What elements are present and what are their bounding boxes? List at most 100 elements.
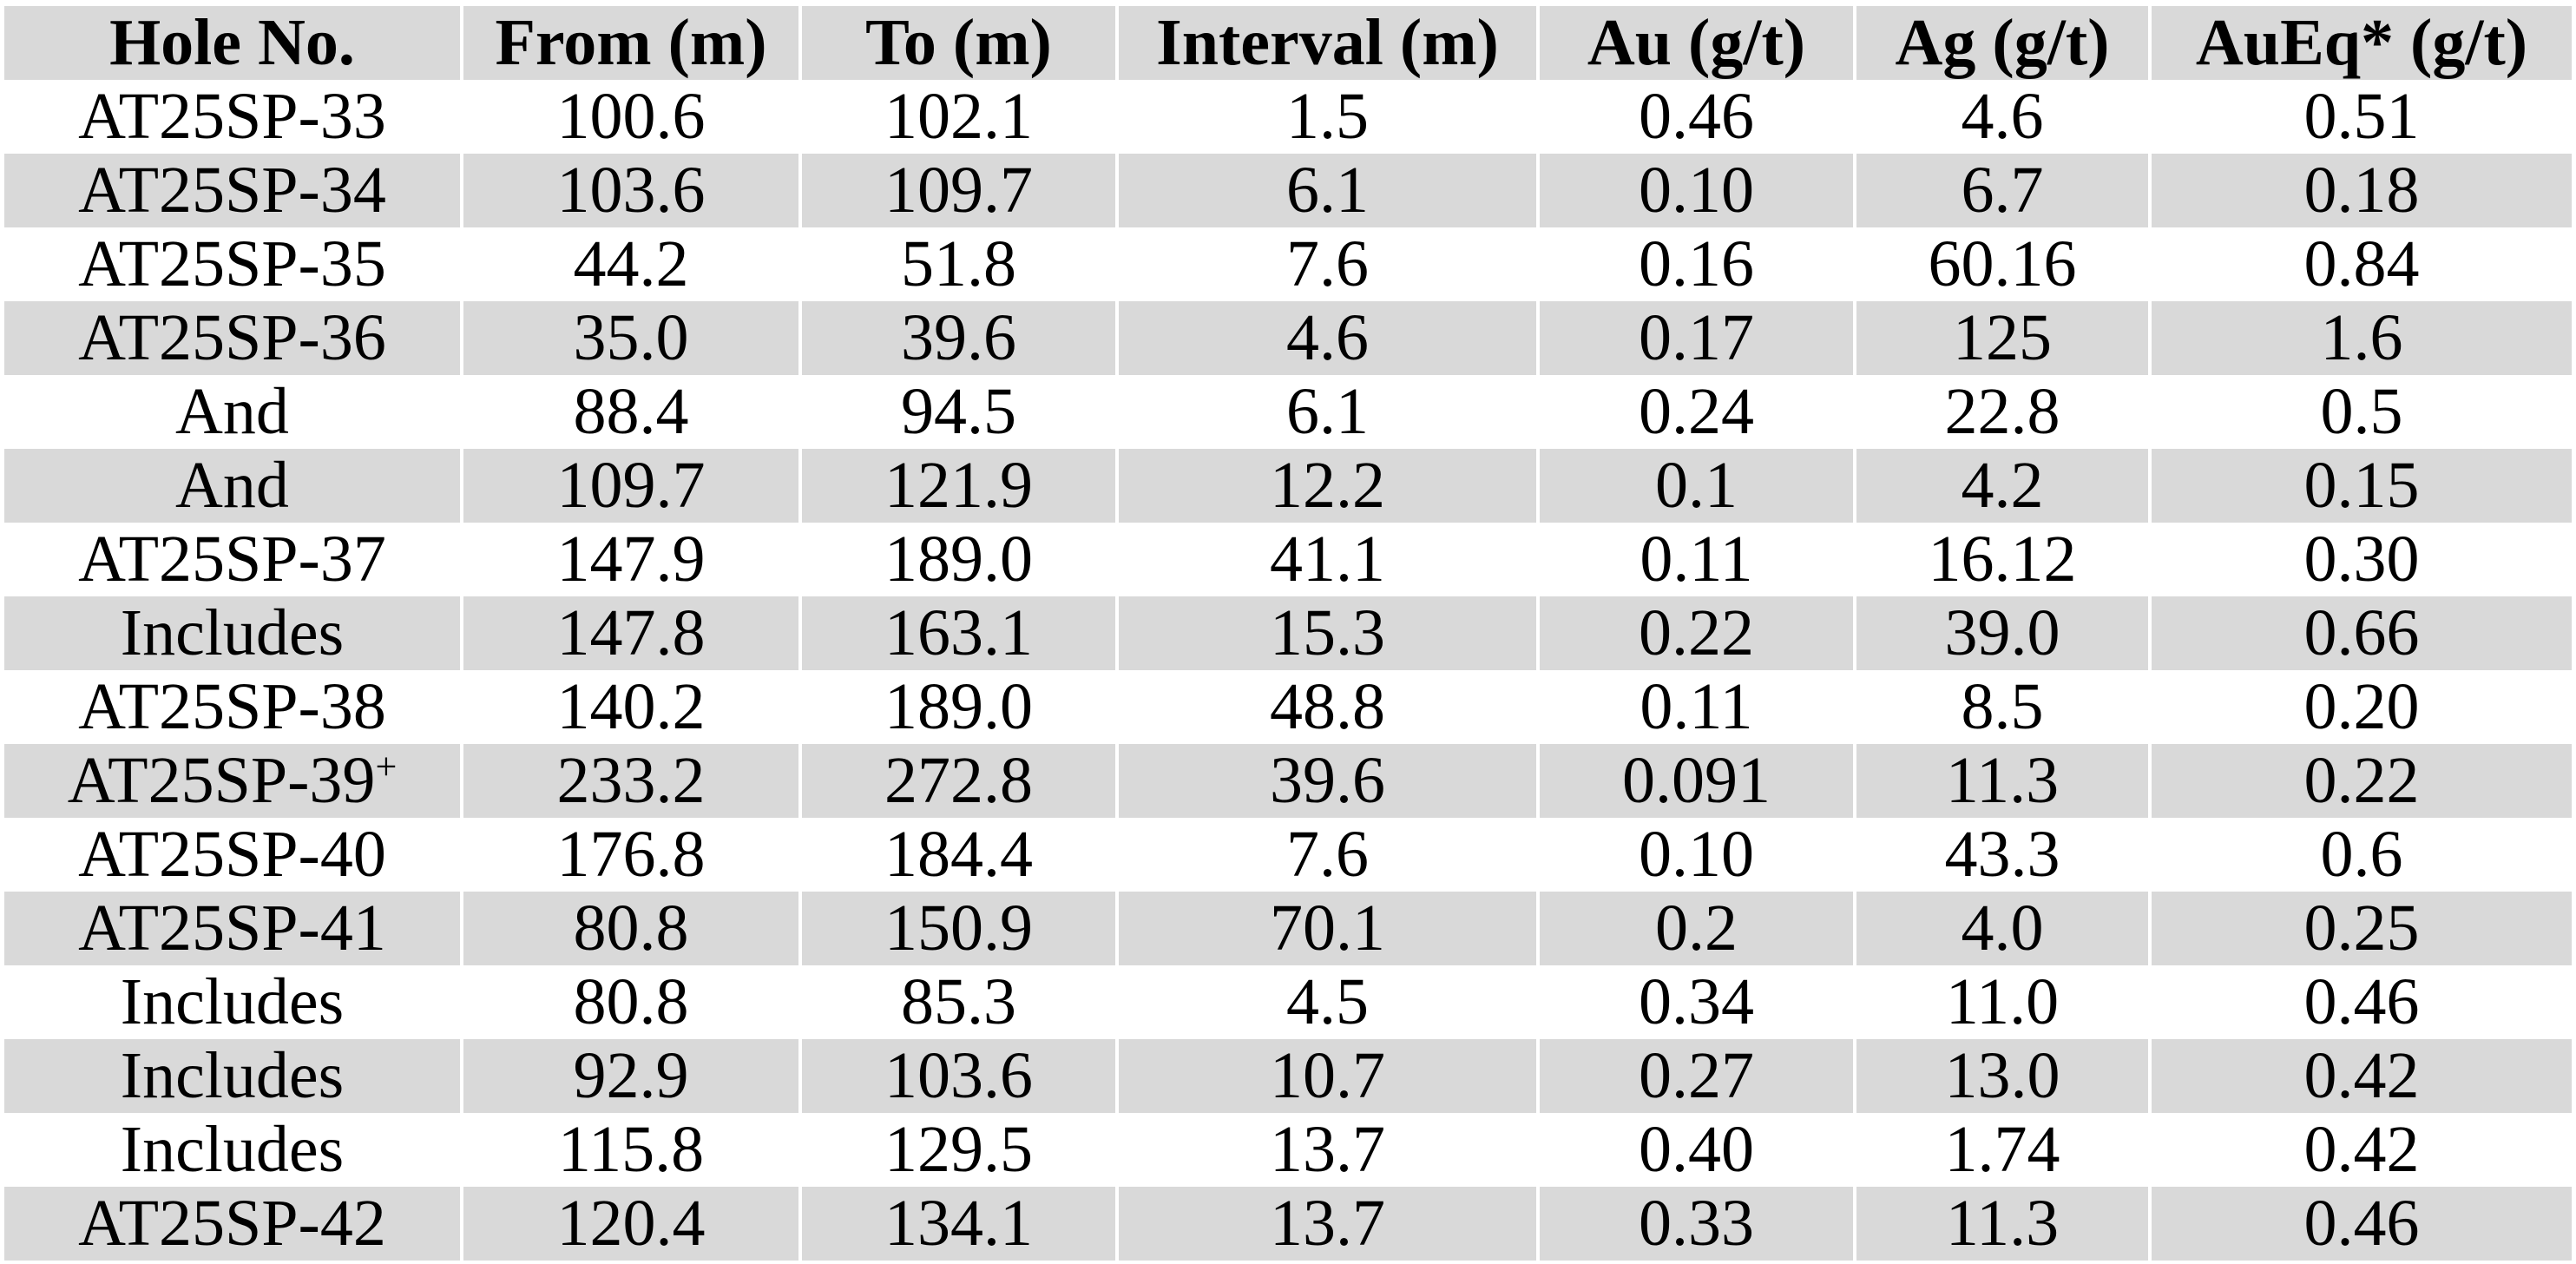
cell-to: 163.1	[798, 596, 1115, 670]
cell-ag: 60.16	[1853, 227, 2148, 301]
table-row: Includes 115.8 129.5 13.7 0.40 1.74 0.42	[4, 1113, 2572, 1187]
cell-hole-no: AT25SP-37	[4, 523, 460, 596]
cell-interval: 7.6	[1115, 227, 1536, 301]
cell-aueq: 0.42	[2148, 1039, 2572, 1113]
hole-label: Includes	[120, 1113, 345, 1186]
cell-interval: 13.7	[1115, 1113, 1536, 1187]
table-row: Includes 92.9 103.6 10.7 0.27 13.0 0.42	[4, 1039, 2572, 1113]
cell-hole-no: Includes	[4, 965, 460, 1039]
hole-label: AT25SP-39	[67, 744, 376, 817]
table-row: AT25SP-36 35.0 39.6 4.6 0.17 125 1.6	[4, 301, 2572, 375]
cell-ag: 1.74	[1853, 1113, 2148, 1187]
col-header-interval: Interval (m)	[1115, 6, 1536, 80]
table-row: AT25SP-37 147.9 189.0 41.1 0.11 16.12 0.…	[4, 523, 2572, 596]
cell-to: 184.4	[798, 818, 1115, 892]
cell-aueq: 1.6	[2148, 301, 2572, 375]
cell-interval: 10.7	[1115, 1039, 1536, 1113]
cell-au: 0.11	[1536, 670, 1853, 744]
hole-label: And	[175, 449, 289, 522]
cell-aueq: 0.15	[2148, 449, 2572, 523]
cell-aueq: 0.25	[2148, 892, 2572, 965]
cell-from: 92.9	[460, 1039, 798, 1113]
cell-from: 35.0	[460, 301, 798, 375]
cell-from: 147.9	[460, 523, 798, 596]
cell-hole-no: AT25SP-36	[4, 301, 460, 375]
cell-au: 0.1	[1536, 449, 1853, 523]
hole-label: And	[175, 375, 289, 448]
table-row: AT25SP-38 140.2 189.0 48.8 0.11 8.5 0.20	[4, 670, 2572, 744]
cell-aueq: 0.6	[2148, 818, 2572, 892]
cell-au: 0.24	[1536, 375, 1853, 449]
cell-ag: 11.3	[1853, 1187, 2148, 1261]
cell-interval: 4.5	[1115, 965, 1536, 1039]
cell-interval: 13.7	[1115, 1187, 1536, 1261]
cell-from: 88.4	[460, 375, 798, 449]
table-row: And 109.7 121.9 12.2 0.1 4.2 0.15	[4, 449, 2572, 523]
cell-au: 0.34	[1536, 965, 1853, 1039]
cell-au: 0.11	[1536, 523, 1853, 596]
cell-ag: 125	[1853, 301, 2148, 375]
cell-aueq: 0.22	[2148, 744, 2572, 818]
header-row: Hole No. From (m) To (m) Interval (m) Au…	[4, 6, 2572, 80]
cell-to: 51.8	[798, 227, 1115, 301]
cell-aueq: 0.18	[2148, 154, 2572, 227]
cell-interval: 7.6	[1115, 818, 1536, 892]
cell-au: 0.33	[1536, 1187, 1853, 1261]
cell-to: 134.1	[798, 1187, 1115, 1261]
cell-hole-no: And	[4, 449, 460, 523]
table-row: Includes 147.8 163.1 15.3 0.22 39.0 0.66	[4, 596, 2572, 670]
cell-hole-no: AT25SP-40	[4, 818, 460, 892]
cell-to: 94.5	[798, 375, 1115, 449]
col-header-from: From (m)	[460, 6, 798, 80]
table-row: And 88.4 94.5 6.1 0.24 22.8 0.5	[4, 375, 2572, 449]
cell-to: 103.6	[798, 1039, 1115, 1113]
table-row: Includes 80.8 85.3 4.5 0.34 11.0 0.46	[4, 965, 2572, 1039]
cell-au: 0.091	[1536, 744, 1853, 818]
hole-superscript: +	[375, 745, 398, 788]
cell-aueq: 0.51	[2148, 80, 2572, 154]
cell-interval: 6.1	[1115, 375, 1536, 449]
cell-interval: 6.1	[1115, 154, 1536, 227]
cell-au: 0.2	[1536, 892, 1853, 965]
cell-ag: 8.5	[1853, 670, 2148, 744]
cell-hole-no: AT25SP-42	[4, 1187, 460, 1261]
cell-to: 129.5	[798, 1113, 1115, 1187]
cell-interval: 48.8	[1115, 670, 1536, 744]
cell-to: 85.3	[798, 965, 1115, 1039]
hole-label: AT25SP-40	[78, 818, 386, 891]
hole-label: AT25SP-35	[78, 227, 386, 300]
cell-aueq: 0.20	[2148, 670, 2572, 744]
cell-ag: 39.0	[1853, 596, 2148, 670]
hole-label: AT25SP-36	[78, 301, 386, 374]
cell-interval: 15.3	[1115, 596, 1536, 670]
cell-hole-no: AT25SP-33	[4, 80, 460, 154]
col-header-au: Au (g/t)	[1536, 6, 1853, 80]
table-row: AT25SP-40 176.8 184.4 7.6 0.10 43.3 0.6	[4, 818, 2572, 892]
cell-hole-no: Includes	[4, 1113, 460, 1187]
hole-label: AT25SP-34	[78, 154, 386, 227]
cell-aueq: 0.46	[2148, 965, 2572, 1039]
cell-hole-no: AT25SP-34	[4, 154, 460, 227]
cell-from: 176.8	[460, 818, 798, 892]
cell-interval: 41.1	[1115, 523, 1536, 596]
cell-hole-no: AT25SP-41	[4, 892, 460, 965]
cell-from: 103.6	[460, 154, 798, 227]
cell-aueq: 0.5	[2148, 375, 2572, 449]
cell-to: 102.1	[798, 80, 1115, 154]
cell-from: 44.2	[460, 227, 798, 301]
cell-to: 150.9	[798, 892, 1115, 965]
cell-from: 109.7	[460, 449, 798, 523]
table-row: AT25SP-41 80.8 150.9 70.1 0.2 4.0 0.25	[4, 892, 2572, 965]
cell-interval: 70.1	[1115, 892, 1536, 965]
cell-au: 0.27	[1536, 1039, 1853, 1113]
cell-interval: 12.2	[1115, 449, 1536, 523]
cell-aueq: 0.30	[2148, 523, 2572, 596]
cell-aueq: 0.66	[2148, 596, 2572, 670]
cell-ag: 6.7	[1853, 154, 2148, 227]
cell-aueq: 0.84	[2148, 227, 2572, 301]
hole-label: Includes	[120, 1039, 345, 1112]
cell-to: 121.9	[798, 449, 1115, 523]
cell-hole-no: Includes	[4, 596, 460, 670]
cell-ag: 22.8	[1853, 375, 2148, 449]
